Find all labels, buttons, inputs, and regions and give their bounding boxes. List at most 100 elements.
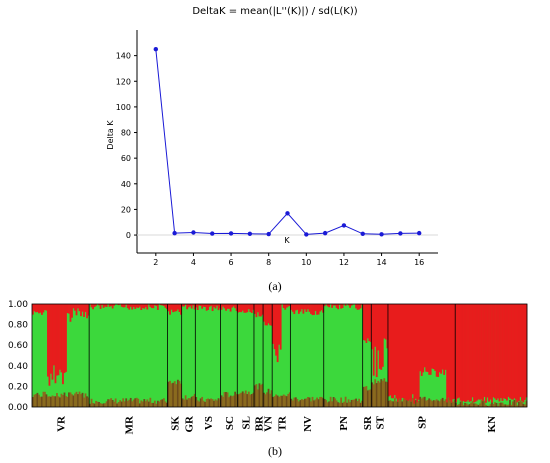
bar-segment-red: [223, 304, 226, 309]
bar-segment-brown: [510, 404, 513, 407]
bar-segment-red: [410, 304, 413, 402]
bar-segment-brown: [399, 399, 402, 407]
bar-segment-red: [196, 304, 199, 310]
bar-segment-brown: [66, 396, 69, 407]
bar-segment-brown: [417, 401, 420, 407]
bar-segment-red: [172, 304, 175, 313]
bar-segment-red: [310, 304, 312, 314]
bar-segment-red: [120, 304, 123, 307]
bar-segment-red: [78, 304, 81, 312]
bar-segment-red: [486, 304, 489, 398]
y-tick-label: 0.80: [8, 321, 28, 331]
bar-segment-red: [162, 304, 165, 306]
bar-segment-red: [176, 304, 179, 310]
bar-segment-red: [432, 304, 435, 370]
bar-segment-red: [235, 304, 238, 312]
bar-segment-brown: [164, 401, 167, 407]
bar-segment-brown: [420, 398, 423, 407]
bar-segment-red: [446, 304, 449, 403]
bar-segment-red: [181, 304, 184, 307]
bar-segment-brown: [138, 403, 141, 407]
data-point: [322, 230, 328, 236]
bar-segment-brown: [186, 399, 189, 407]
bar-segment-red: [278, 304, 281, 345]
bar-segment-red: [524, 304, 526, 400]
bar-segment-red: [453, 304, 456, 399]
bar-segment-brown: [461, 401, 463, 407]
bar-segment-red: [267, 304, 270, 324]
bar-segment-red: [129, 304, 132, 307]
bar-segment-red: [299, 304, 302, 312]
bar-segment-red: [253, 304, 256, 314]
bar-segment-red: [175, 304, 178, 312]
bar-segment-brown: [202, 400, 205, 407]
bar-segment-red: [423, 304, 426, 368]
bar-segment-red: [156, 304, 159, 310]
bar-segment-red: [180, 304, 182, 315]
bar-segment-brown: [63, 392, 66, 407]
bar-segment-brown: [84, 393, 87, 407]
bar-segment-brown: [488, 405, 490, 407]
bar-segment-red: [241, 304, 244, 311]
bar-segment-red: [497, 304, 499, 399]
bar-segment-red: [337, 304, 340, 310]
bar-segment-brown: [359, 402, 362, 407]
bar-segment-red: [201, 304, 204, 309]
bar-segment-brown: [408, 399, 411, 407]
bar-segment-brown: [308, 397, 311, 407]
data-point: [360, 231, 365, 236]
bar-segment-red: [459, 304, 462, 401]
bar-segment-brown: [204, 401, 207, 407]
bar-segment-brown: [516, 405, 519, 407]
bar-segment-red: [48, 304, 51, 386]
bar-segment-red: [294, 304, 297, 311]
bar-segment-red: [420, 304, 423, 376]
bar-segment-red: [161, 304, 164, 306]
bar-segment-brown: [432, 400, 435, 407]
bar-segment-brown: [62, 395, 64, 407]
bar-segment-brown: [404, 399, 407, 407]
bar-segment-red: [249, 304, 252, 312]
bar-segment-brown: [53, 396, 55, 407]
bar-segment-brown: [149, 397, 152, 407]
bar-segment-red: [53, 304, 55, 366]
bar-segment-red: [104, 304, 107, 307]
bar-segment-brown: [350, 399, 353, 407]
bar-segment-brown: [41, 396, 43, 407]
bar-segment-brown: [172, 382, 175, 407]
data-point: [191, 230, 196, 235]
bar-segment-red: [273, 304, 276, 350]
bar-segment-red: [84, 304, 87, 313]
bar-segment-brown: [153, 400, 156, 407]
bar-segment-brown: [152, 402, 155, 407]
bar-segment-brown: [258, 383, 261, 407]
bar-segment-brown: [99, 403, 102, 407]
bar-segment-brown: [173, 381, 176, 407]
bar-segment-brown: [383, 378, 386, 407]
bar-segment-red: [134, 304, 137, 309]
bar-segment-red: [416, 304, 419, 403]
bar-segment-red: [314, 304, 317, 312]
bar-segment-brown: [495, 402, 498, 407]
bar-segment-brown: [65, 396, 67, 407]
bar-segment-brown: [393, 398, 396, 407]
bar-segment-brown: [302, 399, 305, 407]
bar-segment-brown: [161, 399, 164, 407]
bar-segment-brown: [311, 396, 314, 407]
bar-segment-brown: [234, 391, 237, 407]
bar-segment-brown: [369, 389, 372, 407]
bar-segment-brown: [447, 397, 450, 407]
bar-segment-brown: [116, 403, 119, 407]
bar-segment-red: [443, 304, 446, 375]
bar-segment-brown: [190, 396, 193, 407]
y-tick-label: 20: [121, 205, 131, 214]
bar-segment-red: [252, 304, 255, 310]
plot-frame: [31, 303, 528, 408]
bar-segment-red: [275, 304, 278, 356]
bar-segment-red: [456, 304, 459, 399]
bar-segment-brown: [178, 380, 181, 407]
population-label: VS: [203, 416, 215, 430]
bar-segment-red: [183, 304, 185, 307]
y-tick-label: 140: [116, 52, 131, 61]
bar-segment-brown: [366, 390, 369, 407]
